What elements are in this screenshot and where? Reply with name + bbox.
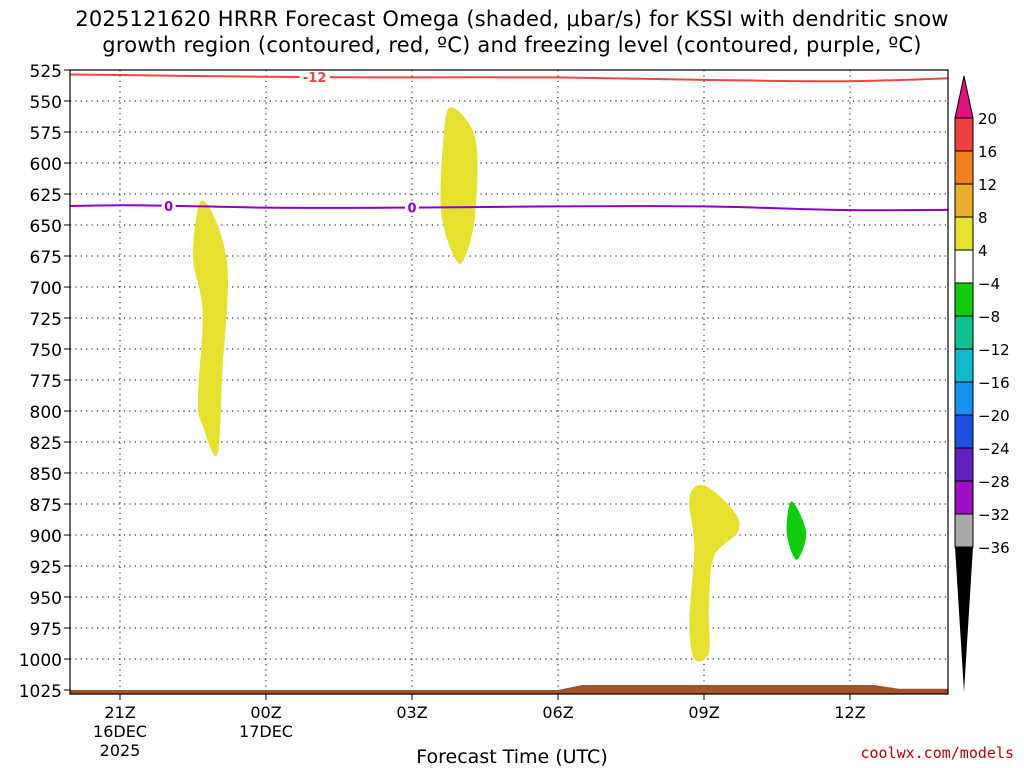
y-tick-label: 1000 xyxy=(19,651,62,671)
y-tick-label: 575 xyxy=(30,124,62,144)
chart-title: 2025121620 HRRR Forecast Omega (shaded, … xyxy=(0,6,1024,58)
x-axis-title: Forecast Time (UTC) xyxy=(416,746,608,768)
y-tick-label: 825 xyxy=(30,434,62,454)
y-tick-label: 625 xyxy=(30,186,62,206)
x-tick-label: 00Z xyxy=(250,703,281,722)
omega-yellow-1 xyxy=(193,200,228,457)
colorbar-label: −8 xyxy=(978,308,1000,326)
x-tick-label: 21Z xyxy=(104,703,135,722)
y-tick-label: 725 xyxy=(30,310,62,330)
y-tick-label: 950 xyxy=(30,589,62,609)
y-tick-label: 650 xyxy=(30,217,62,237)
y-tick-label: 900 xyxy=(30,527,62,547)
y-tick-label: 1025 xyxy=(19,682,62,702)
contour-line-dendritic-12c xyxy=(70,73,948,83)
x-tick-label: 09Z xyxy=(688,703,719,722)
colorbar-label: −16 xyxy=(978,374,1010,392)
colorbar-swatch xyxy=(954,447,974,482)
contour-label: -12 xyxy=(303,71,327,86)
y-axis: 525 550 575 600 625 650 675 700 725 750 775 800 825 8… xyxy=(19,62,70,702)
y-tick-label: 700 xyxy=(30,279,62,299)
y-tick-label: 550 xyxy=(30,93,62,113)
x-tick-sublabel-date: 16DEC xyxy=(93,722,147,741)
colorbar-swatch xyxy=(954,513,974,548)
omega-yellow-2 xyxy=(440,107,478,264)
colorbar-top-arrow xyxy=(954,75,974,119)
colorbar-label: 8 xyxy=(978,209,988,227)
y-tick-label: 600 xyxy=(30,155,62,175)
x-tick-sublabel-year: 2025 xyxy=(100,741,141,760)
y-tick-label: 800 xyxy=(30,403,62,423)
x-tick-label: 03Z xyxy=(396,703,427,722)
y-tick-label: 775 xyxy=(30,372,62,392)
colorbar-label: −20 xyxy=(978,407,1010,425)
y-tick-label: 525 xyxy=(30,62,62,82)
plot-border xyxy=(69,69,949,695)
colorbar-label: 20 xyxy=(978,110,997,128)
omega-yellow-3 xyxy=(689,484,740,662)
colorbar-swatch xyxy=(954,414,974,449)
y-tick-label: 850 xyxy=(30,465,62,485)
colorbar-label: 4 xyxy=(978,242,988,260)
contour-label-bg xyxy=(161,198,176,213)
chart-title-line-2: growth region (contoured, red, ºC) and f… xyxy=(102,33,922,57)
colorbar-label: 12 xyxy=(978,176,997,194)
colorbar-label: −24 xyxy=(978,440,1010,458)
chart-title-line-1: 2025121620 HRRR Forecast Omega (shaded, … xyxy=(75,7,949,31)
contour-label: 0 xyxy=(407,202,416,217)
colorbar-swatch xyxy=(954,480,974,515)
colorbar-swatch xyxy=(954,183,974,218)
colorbar-swatch xyxy=(954,348,974,383)
colorbar-label: −12 xyxy=(978,341,1010,359)
y-tick-label: 975 xyxy=(30,620,62,640)
colorbar-swatch xyxy=(954,216,974,251)
colorbar-swatch xyxy=(954,381,974,416)
colorbar-swatch xyxy=(954,282,974,317)
ground-surface xyxy=(70,685,948,694)
contour-label-bg xyxy=(405,200,419,215)
contour-line-freezing-level xyxy=(70,204,948,212)
contour-label-bg xyxy=(299,70,330,85)
colorbar-label: 16 xyxy=(978,143,997,161)
y-tick-label: 875 xyxy=(30,496,62,516)
colorbar-swatch xyxy=(954,249,974,284)
y-tick-label: 925 xyxy=(30,558,62,578)
colorbar-swatch xyxy=(954,117,974,152)
colorbar-bottom-arrow xyxy=(955,547,973,692)
colorbar-swatch xyxy=(954,150,974,185)
colorbar-label: −4 xyxy=(978,275,1000,293)
colorbar-swatch xyxy=(954,315,974,350)
x-tick-label: 06Z xyxy=(542,703,573,722)
x-tick-label: 12Z xyxy=(834,703,865,722)
x-tick-sublabel-date: 17DEC xyxy=(239,722,293,741)
colorbar: 20 16 12 8 4 −4 −8 −12 −16 −20 −24 −28 −32 −36 xyxy=(954,75,1010,692)
y-tick-label: 750 xyxy=(30,341,62,361)
colorbar-label: −36 xyxy=(978,539,1010,557)
contour-label: 0 xyxy=(164,200,173,215)
credit-link[interactable]: coolwx.com/models xyxy=(860,744,1014,762)
plot-layer: -12 0 0 xyxy=(70,70,948,694)
omega-green-1 xyxy=(786,501,807,560)
y-tick-label: 675 xyxy=(30,248,62,268)
colorbar-label: −28 xyxy=(978,473,1010,491)
colorbar-label: −32 xyxy=(978,506,1010,524)
